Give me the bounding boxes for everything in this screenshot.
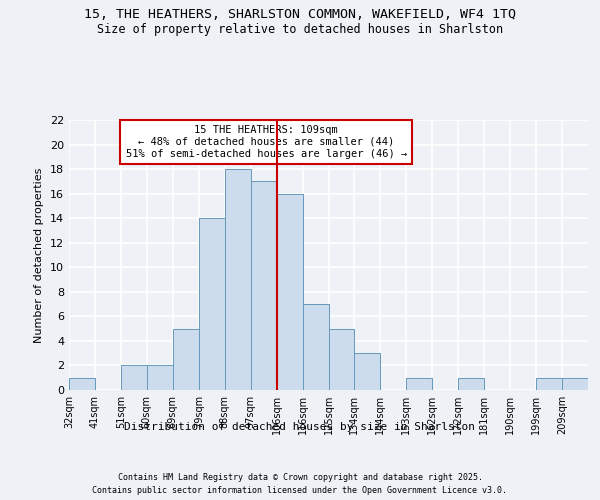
Bar [225, 169, 251, 390]
Text: Contains public sector information licensed under the Open Government Licence v3: Contains public sector information licen… [92, 486, 508, 495]
Text: Contains HM Land Registry data © Crown copyright and database right 2025.: Contains HM Land Registry data © Crown c… [118, 472, 482, 482]
Bar [251, 182, 277, 390]
Bar [121, 366, 147, 390]
Bar [355, 353, 380, 390]
Bar [147, 366, 173, 390]
Bar [536, 378, 562, 390]
Text: Size of property relative to detached houses in Sharlston: Size of property relative to detached ho… [97, 22, 503, 36]
Text: Distribution of detached houses by size in Sharlston: Distribution of detached houses by size … [125, 422, 476, 432]
Bar [173, 328, 199, 390]
Bar [277, 194, 302, 390]
Bar [458, 378, 484, 390]
Bar [562, 378, 588, 390]
Bar [199, 218, 224, 390]
Bar [69, 378, 95, 390]
Text: 15, THE HEATHERS, SHARLSTON COMMON, WAKEFIELD, WF4 1TQ: 15, THE HEATHERS, SHARLSTON COMMON, WAKE… [84, 8, 516, 20]
Bar [302, 304, 329, 390]
Bar [329, 328, 355, 390]
Bar [406, 378, 432, 390]
Y-axis label: Number of detached properties: Number of detached properties [34, 168, 44, 342]
Text: 15 THE HEATHERS: 109sqm
← 48% of detached houses are smaller (44)
51% of semi-de: 15 THE HEATHERS: 109sqm ← 48% of detache… [125, 126, 407, 158]
